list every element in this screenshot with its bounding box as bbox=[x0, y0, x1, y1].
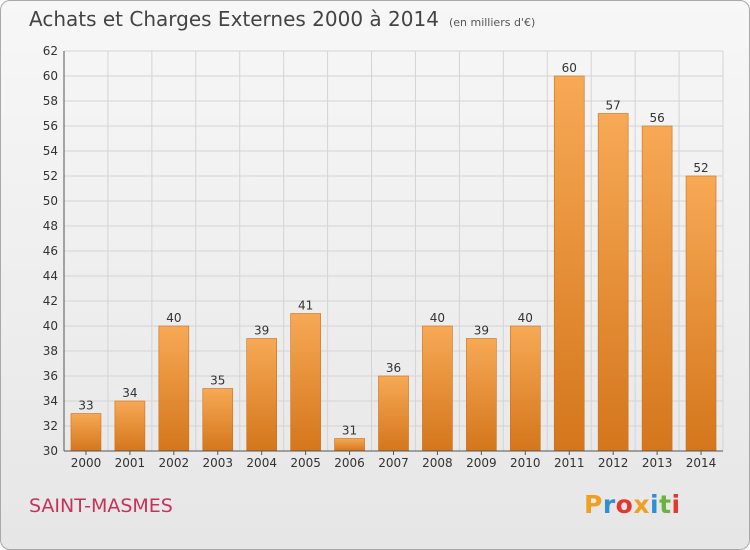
y-tick-label: 50 bbox=[43, 194, 58, 208]
bar bbox=[378, 375, 409, 452]
y-tick-label: 48 bbox=[43, 219, 58, 233]
x-tick-label: 2003 bbox=[202, 456, 233, 470]
y-tick-label: 32 bbox=[43, 419, 58, 433]
bar bbox=[422, 325, 453, 452]
data-label: 57 bbox=[606, 99, 621, 113]
axis-layer: 30 32 34 36 38 40 42 44 46 48 50 52 54 56 58 60 62 33 2000… bbox=[43, 44, 723, 470]
x-tick-label: 2013 bbox=[642, 456, 673, 470]
y-tick-label: 54 bbox=[43, 144, 58, 158]
logo-letter: i bbox=[671, 490, 681, 519]
x-tick-label: 2002 bbox=[159, 456, 190, 470]
y-tick-label: 46 bbox=[43, 244, 58, 258]
bar-layer bbox=[70, 75, 717, 452]
logo-letter: t bbox=[659, 490, 672, 519]
x-tick-label: 2012 bbox=[598, 456, 629, 470]
y-tick-label: 44 bbox=[43, 269, 58, 283]
y-tick-label: 42 bbox=[43, 294, 58, 308]
x-tick-label: 2000 bbox=[71, 456, 102, 470]
data-label: 52 bbox=[693, 161, 708, 175]
bar bbox=[597, 113, 629, 452]
x-tick-label: 2001 bbox=[115, 456, 146, 470]
data-label: 36 bbox=[386, 361, 401, 375]
logo-letter: P bbox=[584, 490, 603, 519]
bar bbox=[553, 75, 585, 452]
bar bbox=[685, 175, 717, 452]
data-label: 34 bbox=[122, 386, 137, 400]
bar bbox=[290, 313, 321, 452]
x-tick-label: 2011 bbox=[554, 456, 585, 470]
data-label: 39 bbox=[254, 324, 269, 338]
x-tick-label: 2010 bbox=[510, 456, 541, 470]
data-label: 39 bbox=[474, 324, 489, 338]
logo-letter: x bbox=[633, 490, 650, 519]
data-label: 35 bbox=[210, 374, 225, 388]
data-label: 33 bbox=[78, 399, 93, 413]
proxiti-logo: Proxiti bbox=[584, 490, 681, 519]
commune-name: SAINT-MASMES bbox=[29, 495, 173, 517]
bar bbox=[70, 413, 102, 452]
logo-letter: i bbox=[650, 490, 660, 519]
bar bbox=[509, 325, 541, 452]
y-tick-label: 38 bbox=[43, 344, 58, 358]
y-tick-label: 58 bbox=[43, 94, 58, 108]
y-tick-label: 60 bbox=[43, 69, 58, 83]
data-label: 40 bbox=[518, 311, 533, 325]
chart-title: Achats et Charges Externes 2000 à 2014 (e… bbox=[29, 7, 535, 31]
data-label: 56 bbox=[649, 111, 664, 125]
x-tick-label: 2007 bbox=[378, 456, 409, 470]
y-tick-label: 36 bbox=[43, 369, 58, 383]
x-tick-label: 2009 bbox=[466, 456, 497, 470]
x-tick-label: 2005 bbox=[290, 456, 321, 470]
y-tick-label: 30 bbox=[43, 444, 58, 458]
data-label: 60 bbox=[562, 61, 577, 75]
logo-letter: r bbox=[602, 490, 616, 519]
x-tick-label: 2004 bbox=[246, 456, 277, 470]
unit-label: (en milliers d'€) bbox=[448, 16, 536, 29]
y-tick-label: 34 bbox=[43, 394, 58, 408]
data-label: 40 bbox=[430, 311, 445, 325]
title-text: Achats et Charges Externes 2000 à 2014 bbox=[29, 7, 439, 31]
bar bbox=[466, 338, 497, 452]
y-tick-label: 56 bbox=[43, 119, 58, 133]
bar bbox=[641, 125, 673, 452]
bar bbox=[246, 338, 277, 452]
bar bbox=[334, 438, 365, 452]
bar bbox=[202, 388, 234, 452]
x-tick-label: 2006 bbox=[334, 456, 365, 470]
data-label: 31 bbox=[342, 424, 357, 438]
logo-letter: o bbox=[615, 490, 634, 519]
bar bbox=[158, 325, 190, 452]
x-tick-label: 2008 bbox=[422, 456, 453, 470]
data-label: 40 bbox=[166, 311, 181, 325]
data-label: 41 bbox=[298, 299, 313, 313]
y-tick-label: 52 bbox=[43, 169, 58, 183]
bar bbox=[114, 400, 146, 452]
y-tick-label: 62 bbox=[43, 44, 58, 58]
y-tick-label: 40 bbox=[43, 319, 58, 333]
x-tick-label: 2014 bbox=[686, 456, 717, 470]
